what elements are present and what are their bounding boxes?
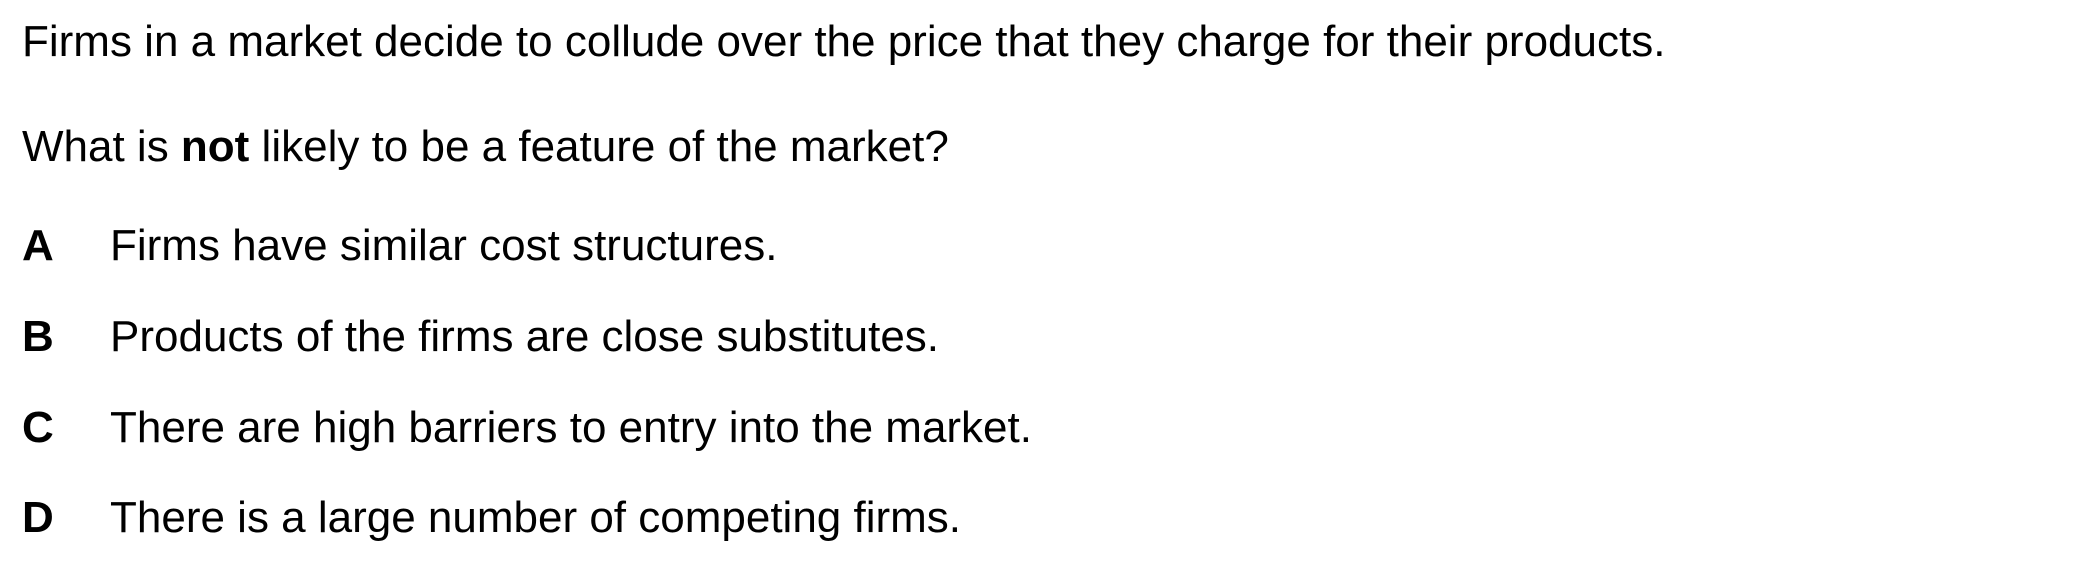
option-letter: C xyxy=(22,403,54,452)
prompt-prefix: What is xyxy=(22,122,181,171)
question-prompt: What is not likely to be a feature of th… xyxy=(22,121,949,173)
option-a: A Firms have similar cost structures. xyxy=(22,220,777,272)
option-text: There is a large number of competing fir… xyxy=(110,493,962,542)
option-d: D There is a large number of competing f… xyxy=(22,492,961,544)
option-text: Firms have similar cost structures. xyxy=(110,221,778,270)
option-letter: D xyxy=(22,493,54,542)
prompt-suffix: likely to be a feature of the market? xyxy=(249,122,949,171)
question-stem: Firms in a market decide to collude over… xyxy=(22,17,1666,66)
option-letter: B xyxy=(22,312,54,361)
prompt-emphasis: not xyxy=(180,122,250,171)
option-c: C There are high barriers to entry into … xyxy=(22,402,1032,454)
option-b: B Products of the firms are close substi… xyxy=(22,311,939,363)
option-text: There are high barriers to entry into th… xyxy=(110,403,1032,452)
option-text: Products of the firms are close substitu… xyxy=(110,312,940,361)
option-letter: A xyxy=(22,221,54,270)
